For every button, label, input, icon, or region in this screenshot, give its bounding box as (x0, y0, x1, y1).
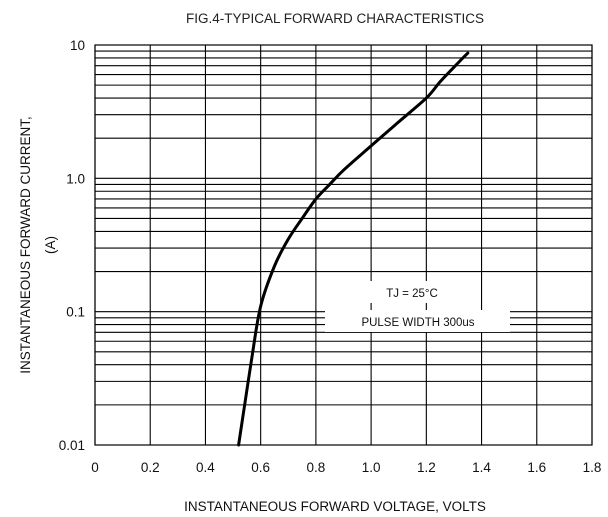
x-tick-label: 0.8 (306, 460, 325, 475)
x-tick-label: 0.2 (141, 460, 160, 475)
x-tick-label: 0 (91, 460, 99, 475)
forward-current-curve (237, 51, 470, 447)
y-tick-label: 0.01 (59, 438, 85, 453)
x-tick-label: 1.4 (472, 460, 491, 475)
grid (94, 45, 593, 446)
y-tick-label: 10 (70, 38, 85, 53)
annotation-box-temp (362, 281, 474, 303)
x-tick-label: 1.0 (362, 460, 381, 475)
y-tick-labels: 0.01 0.1 1.0 10 (59, 38, 85, 453)
x-tick-label: 1.6 (527, 460, 546, 475)
y-axis-unit: (A) (43, 236, 58, 254)
x-tick-label: 0.6 (251, 460, 270, 475)
x-tick-label: 0.4 (196, 460, 215, 475)
x-tick-labels: 0 0.2 0.4 0.6 0.8 1.0 1.2 1.4 1.6 1.8 (91, 460, 601, 475)
x-tick-label: 1.2 (417, 460, 436, 475)
x-tick-label: 1.8 (583, 460, 602, 475)
annotation-box-pulse (325, 310, 510, 332)
annotation-temperature: TJ = 25°C (386, 288, 438, 300)
y-tick-label: 1.0 (66, 171, 85, 186)
x-axis-label: INSTANTANEOUS FORWARD VOLTAGE, VOLTS (184, 499, 486, 514)
y-axis-label: INSTANTANEOUS FORWARD CURRENT, (18, 116, 33, 374)
curve-layer (237, 51, 470, 447)
chart-title: FIG.4-TYPICAL FORWARD CHARACTERISTICS (186, 11, 484, 26)
y-tick-label: 0.1 (66, 305, 85, 320)
plot-frame (94, 44, 593, 446)
annotation-pulse-width: PULSE WIDTH 300us (361, 317, 474, 329)
